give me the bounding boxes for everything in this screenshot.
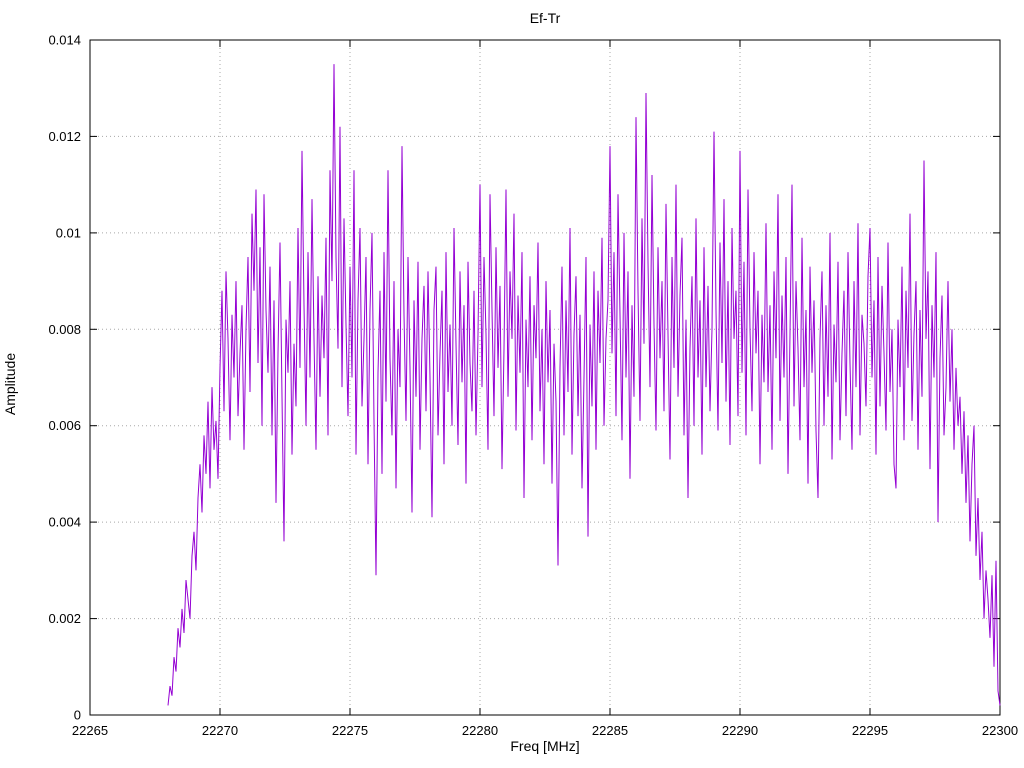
svg-text:0.008: 0.008	[48, 322, 81, 337]
svg-text:0: 0	[74, 708, 81, 723]
svg-text:22295: 22295	[852, 723, 888, 738]
svg-text:22290: 22290	[722, 723, 758, 738]
svg-text:22285: 22285	[592, 723, 628, 738]
svg-text:22265: 22265	[72, 723, 108, 738]
svg-text:0.014: 0.014	[48, 33, 81, 48]
svg-text:22300: 22300	[982, 723, 1018, 738]
svg-text:0.006: 0.006	[48, 418, 81, 433]
svg-text:22280: 22280	[462, 723, 498, 738]
x-axis-label: Freq [MHz]	[510, 738, 580, 754]
chart-title: Ef-Tr	[529, 10, 561, 26]
svg-text:0.004: 0.004	[48, 515, 81, 530]
svg-text:0.01: 0.01	[56, 225, 81, 240]
svg-text:22270: 22270	[202, 723, 238, 738]
svg-text:22275: 22275	[332, 723, 368, 738]
svg-text:0.012: 0.012	[48, 129, 81, 144]
svg-text:0.002: 0.002	[48, 611, 81, 626]
